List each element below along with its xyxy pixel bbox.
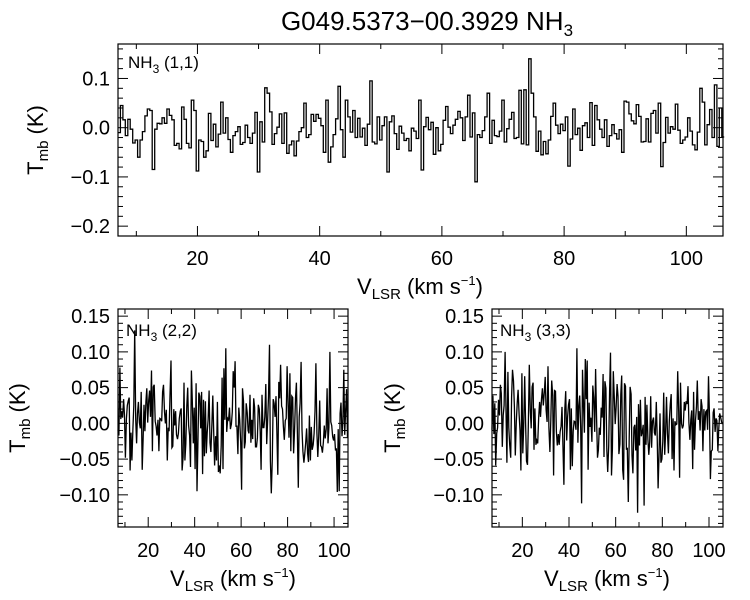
y-tick-label: 0.15 xyxy=(445,306,484,328)
x-tick-label: 100 xyxy=(692,540,725,562)
x-tick-label: 40 xyxy=(309,248,331,270)
x-tick-label: 100 xyxy=(317,540,350,562)
panel-nh3-33: NH3 (3,3) 20 40 60 80 100 −0.10 −0.05 0.… xyxy=(380,306,726,595)
spectrum-trace-nh3-11 xyxy=(118,58,725,183)
y-tick-label: 0.05 xyxy=(445,378,484,400)
x-axis-label: VLSR (km s−1) xyxy=(357,273,483,303)
y-axis-label: Tmb (K) xyxy=(380,383,409,453)
y-tick-label: −0.10 xyxy=(59,485,110,507)
x-tick-labels: 20 40 60 80 100 xyxy=(511,540,725,562)
y-tick-labels: −0.10 −0.05 0.00 0.05 0.10 0.15 xyxy=(433,306,484,507)
x-tick-label: 80 xyxy=(276,540,298,562)
y-tick-label: 0.1 xyxy=(82,68,110,90)
panel-nh3-11: NH3 (1,1) 20 40 60 80 100 −0.2 −0.1 0.0 … xyxy=(23,43,725,303)
panel-nh3-22: NH3 (2,2) 20 40 60 80 100 −0.10 −0.05 0.… xyxy=(5,306,351,595)
figure-title: G049.5373−00.3929 NH3 xyxy=(281,6,573,40)
y-axis-label: Tmb (K) xyxy=(5,383,34,453)
panel-label: NH3 (3,3) xyxy=(500,321,571,344)
ticks xyxy=(492,308,723,527)
y-tick-labels: −0.10 −0.05 0.00 0.05 0.10 0.15 xyxy=(59,306,110,507)
y-axis-label: Tmb (K) xyxy=(23,105,52,175)
y-tick-label: −0.2 xyxy=(71,216,110,238)
x-tick-label: 100 xyxy=(670,248,703,270)
panel-label: NH3 (1,1) xyxy=(128,53,199,76)
plot-frame xyxy=(117,43,724,237)
y-tick-label: 0.10 xyxy=(71,342,110,364)
x-tick-labels: 20 40 60 80 100 xyxy=(137,540,351,562)
y-tick-label: −0.05 xyxy=(433,449,484,471)
y-tick-label: 0.10 xyxy=(445,342,484,364)
x-tick-label: 40 xyxy=(558,540,580,562)
x-axis-label: VLSR (km s−1) xyxy=(544,565,670,595)
y-tick-label: 0.00 xyxy=(445,413,484,435)
y-tick-label: −0.05 xyxy=(59,449,110,471)
ticks xyxy=(118,44,723,236)
x-tick-label: 20 xyxy=(137,540,159,562)
x-tick-label: 20 xyxy=(511,540,533,562)
plot-frame xyxy=(117,308,349,528)
y-tick-label: 0.00 xyxy=(71,413,110,435)
panel-label: NH3 (2,2) xyxy=(126,321,197,344)
x-tick-label: 60 xyxy=(431,248,453,270)
x-tick-label: 80 xyxy=(553,248,575,270)
y-tick-label: −0.1 xyxy=(71,167,110,189)
x-tick-label: 80 xyxy=(651,540,673,562)
x-axis-label: VLSR (km s−1) xyxy=(170,565,296,595)
spectrum-trace-nh3-33 xyxy=(491,348,724,513)
y-tick-label: −0.10 xyxy=(433,485,484,507)
y-tick-label: 0.0 xyxy=(82,118,110,140)
y-tick-label: 0.05 xyxy=(71,378,110,400)
spectrum-trace-nh3-22 xyxy=(117,330,349,494)
x-tick-label: 20 xyxy=(186,248,208,270)
y-tick-label: 0.15 xyxy=(71,306,110,328)
x-tick-label: 60 xyxy=(230,540,252,562)
x-tick-labels: 20 40 60 80 100 xyxy=(186,248,703,270)
x-tick-label: 60 xyxy=(605,540,627,562)
y-tick-labels: −0.2 −0.1 0.0 0.1 xyxy=(71,68,110,238)
x-tick-label: 40 xyxy=(184,540,206,562)
